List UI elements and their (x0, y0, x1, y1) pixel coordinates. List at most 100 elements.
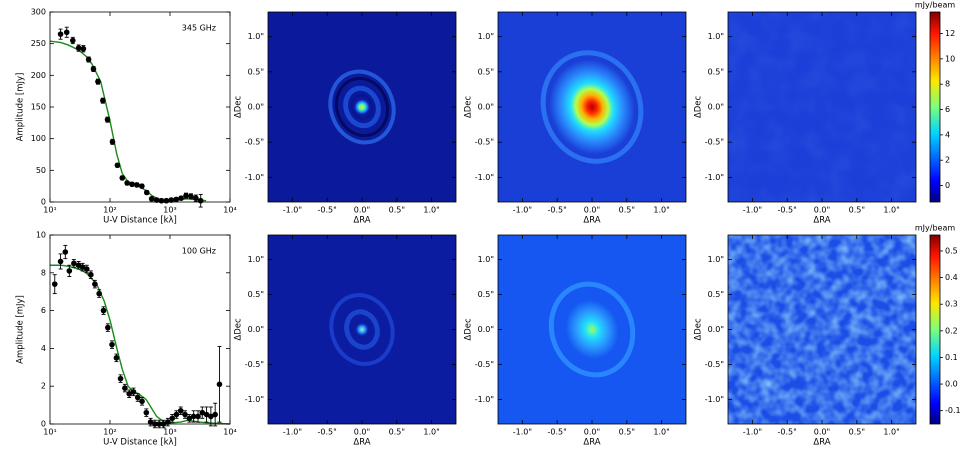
colorbar-tick-label: 2 (945, 156, 950, 165)
colorbar-tick-label: 0.5 (945, 246, 958, 255)
x-tick-label: 10⁴ (223, 206, 236, 215)
data-point (134, 182, 140, 188)
data-point (109, 341, 115, 348)
y-tick-label: -1.0" (705, 395, 724, 404)
y-axis-label: ΔDec (464, 318, 474, 341)
y-tick-label: 10 (36, 231, 46, 240)
y-tick-label: -0.5" (705, 360, 724, 369)
data-point (75, 45, 82, 51)
y-axis-label: ΔDec (694, 96, 704, 119)
colorbar-tick-label: 0.4 (945, 273, 958, 282)
y-tick-label: -0.5" (475, 360, 494, 369)
data-point (129, 181, 135, 188)
image (268, 235, 456, 424)
blob (565, 299, 619, 360)
data-point (71, 260, 77, 267)
data-point (165, 419, 171, 425)
x-tick-label: -1.0" (513, 428, 532, 437)
data-point (57, 31, 64, 37)
y-tick-label: -1.0" (245, 173, 264, 182)
image (728, 235, 916, 424)
data-point (182, 411, 188, 418)
data-point (147, 419, 154, 425)
x-tick-label: -1.0" (283, 206, 302, 215)
axes-frame (49, 11, 231, 203)
x-tick-label: 10² (103, 428, 116, 437)
data-point (193, 195, 199, 201)
data-point (92, 281, 98, 287)
x-tick-label: -1.0" (283, 428, 302, 437)
x-tick-label: 10³ (163, 206, 176, 215)
x-tick-label: 1.0" (883, 206, 899, 215)
y-axis-label: ΔDec (234, 318, 244, 341)
x-tick-label: -1.0" (513, 206, 532, 215)
x-axis-label: ΔRA (813, 216, 830, 226)
x-tick-label: -0.5" (318, 428, 337, 437)
y-tick-label: 250 (31, 39, 46, 48)
data-point (90, 66, 97, 72)
y-tick-label: 0.5" (248, 67, 264, 76)
ring (350, 94, 374, 120)
x-tick-label: 10⁴ (223, 428, 236, 437)
ring (548, 281, 636, 378)
y-tick-label: 1.0" (478, 255, 494, 264)
data-point (190, 413, 197, 420)
y-tick-label: 4 (41, 344, 46, 353)
data-point (143, 409, 150, 416)
y-tick-label: 0 (41, 420, 46, 429)
y-tick-label: 6 (41, 306, 46, 315)
data-point (70, 37, 76, 44)
y-tick-label: 1.0" (248, 32, 264, 41)
image (728, 12, 916, 202)
y-tick-label: -1.0" (475, 395, 494, 404)
y-tick-label: 2 (41, 382, 46, 391)
data-point (85, 56, 92, 63)
x-axis-label: U-V Distance [kλ] (103, 216, 177, 226)
data-point (173, 196, 180, 203)
x-tick-label: 0.5" (619, 206, 635, 215)
y-tick-label: 0.0" (248, 103, 264, 112)
x-axis-label: ΔRA (583, 216, 600, 226)
data-point (173, 411, 180, 418)
colorbar-tick-label: 4 (945, 130, 950, 139)
y-axis-label: ΔDec (234, 96, 244, 119)
data-point (95, 78, 101, 85)
x-tick-label: 0.0" (584, 428, 600, 437)
x-tick-label: -0.5" (548, 206, 567, 215)
data-point (139, 398, 145, 405)
data-point (188, 193, 194, 200)
data-point (122, 385, 128, 391)
ring (329, 293, 395, 366)
data-point (57, 258, 64, 265)
data-point (109, 139, 116, 145)
colorbar-tick-label: 0.0 (945, 380, 958, 389)
data-point (212, 411, 218, 418)
data-point (197, 197, 204, 204)
x-tick-label: -0.5" (318, 206, 337, 215)
colorbar-label: mJy/beam (915, 224, 955, 233)
data-point (177, 407, 184, 414)
x-tick-label: 0.0" (814, 206, 830, 215)
x-tick-label: -1.0" (743, 206, 762, 215)
colorbar (929, 234, 941, 425)
colorbar-tick-label: 0.3 (945, 300, 958, 309)
image-noise (728, 12, 916, 202)
y-tick-label: -1.0" (475, 173, 494, 182)
y-tick-label: 8 (41, 268, 46, 277)
y-tick-label: -0.5" (475, 138, 494, 147)
data-point (88, 271, 94, 278)
x-tick-label: 0.5" (389, 206, 405, 215)
core (355, 322, 369, 337)
x-tick-label: 1.0" (423, 206, 439, 215)
x-tick-label: 10¹ (43, 428, 56, 437)
y-axis-label: ΔDec (464, 96, 474, 119)
data-point (114, 162, 121, 169)
data-point (83, 266, 90, 272)
image (498, 235, 686, 424)
x-axis-label: U-V Distance [kλ] (103, 438, 177, 448)
y-tick-label: -0.5" (245, 138, 264, 147)
data-point (134, 394, 141, 401)
data-point (216, 381, 223, 388)
x-tick-label: -0.5" (778, 428, 797, 437)
data-point (178, 195, 184, 201)
